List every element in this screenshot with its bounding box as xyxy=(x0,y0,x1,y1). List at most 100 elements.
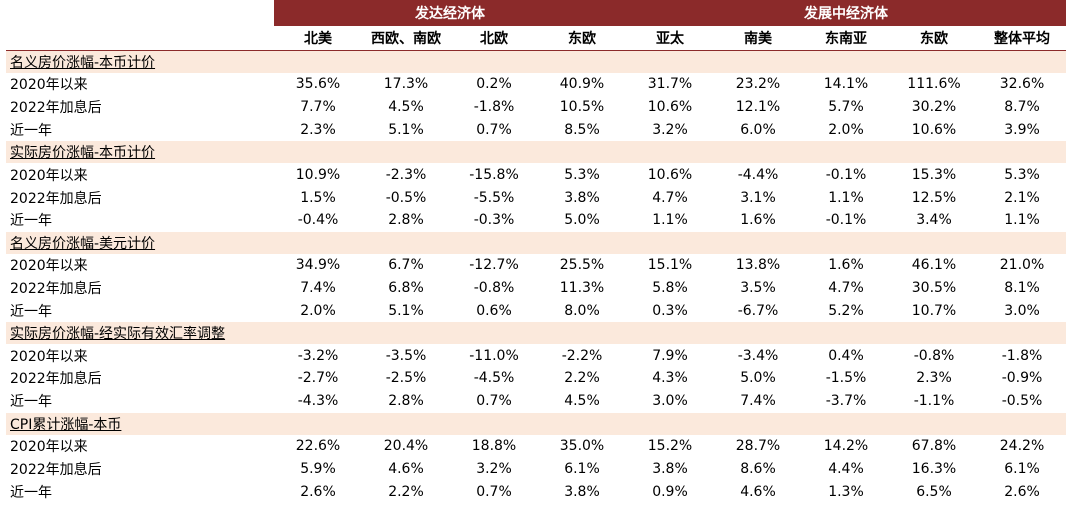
row-label: 近一年 xyxy=(10,122,52,139)
section-header-row: CPI累计涨幅-本币 xyxy=(6,412,1067,435)
section-title: 实际房价涨幅-本币计价 xyxy=(6,141,1067,164)
table-row: 2022年加息后 7.7% 4.5% -1.8% 10.5% 10.6% 12.1% 5.7%… xyxy=(6,96,1066,119)
table-cell: 7.4% xyxy=(740,393,776,410)
house-price-table: 发达经济体 发展中经济体 北美 西欧、南欧 北欧 东欧 亚太 南美 东南亚 东欧 整体平均 名义房价… xyxy=(6,0,1067,503)
table-row: 近一年 2.6% 2.2% 0.7% 3.8% 0.9% 4.6% 1.3% 6.5% 2.6% xyxy=(6,480,1066,503)
row-label: 近一年 xyxy=(10,213,52,230)
table-cell: 3.5% xyxy=(740,279,776,296)
table-cell: -3.7% xyxy=(825,393,867,410)
table-cell: 5.0% xyxy=(740,370,776,387)
column-header-row: 北美 西欧、南欧 北欧 东欧 亚太 南美 东南亚 东欧 整体平均 xyxy=(6,26,1067,51)
table-cell: 28.7% xyxy=(735,437,781,454)
table-cell: -4.3% xyxy=(297,393,339,410)
section-header-row: 实际房价涨幅-本币计价 xyxy=(6,141,1067,164)
table-cell: 8.0% xyxy=(564,302,600,319)
table-cell: 12.5% xyxy=(911,189,957,206)
section-title: 实际房价涨幅-经实际有效汇率调整 xyxy=(6,322,1067,345)
table-cell: -4.4% xyxy=(737,166,779,183)
table-row: 近一年 -4.3% 2.8% 0.7% 4.5% 3.0% 7.4% -3.7% -1.1% -0… xyxy=(6,390,1066,413)
table-row: 2022年加息后 -2.7% -2.5% -4.5% 2.2% 4.3% 5.0% -1.5%… xyxy=(6,367,1066,390)
table-cell: 35.0% xyxy=(559,437,605,454)
table-cell: 0.7% xyxy=(476,393,512,410)
table-cell: 10.6% xyxy=(647,166,693,183)
column-header: 东欧 xyxy=(538,26,626,51)
table-row: 2020年以来 35.6% 17.3% 0.2% 40.9% 31.7% 23.2% 14.1… xyxy=(6,73,1066,96)
section-title: CPI累计涨幅-本币 xyxy=(6,412,1067,435)
table-row: 近一年 -0.4% 2.8% -0.3% 5.0% 1.1% 1.6% -0.1% 3.4% 1.… xyxy=(6,209,1066,232)
table-row: 2020年以来 10.9% -2.3% -15.8% 5.3% 10.6% -4.4% -0.… xyxy=(6,163,1066,186)
table-cell: -2.5% xyxy=(385,370,427,387)
table-cell: 6.8% xyxy=(388,279,424,296)
table-cell: 3.8% xyxy=(564,483,600,500)
table-cell: -15.8% xyxy=(469,166,519,183)
table-cell: 4.7% xyxy=(828,279,864,296)
table-cell: 6.1% xyxy=(1004,460,1040,477)
row-label: 2022年加息后 xyxy=(10,190,102,207)
table-cell: -2.2% xyxy=(561,347,603,364)
group-header-blank xyxy=(6,0,274,26)
table-cell: 13.8% xyxy=(735,257,781,274)
table-cell: 1.1% xyxy=(1004,212,1040,229)
table-cell: 2.3% xyxy=(916,370,952,387)
row-label: 近一年 xyxy=(10,303,52,320)
row-label: 近一年 xyxy=(10,394,52,411)
table-cell: 0.3% xyxy=(652,302,688,319)
table-cell: 18.8% xyxy=(471,437,517,454)
table-cell: 2.8% xyxy=(388,393,424,410)
table-cell: 0.4% xyxy=(828,347,864,364)
table-cell: 12.1% xyxy=(735,99,781,116)
table-cell: 5.2% xyxy=(828,302,864,319)
table-cell: -0.4% xyxy=(297,212,339,229)
table-cell: 1.6% xyxy=(828,257,864,274)
table-cell: 3.0% xyxy=(1004,302,1040,319)
table-cell: 67.8% xyxy=(911,437,957,454)
table-cell: 17.3% xyxy=(383,76,429,93)
table-cell: 11.3% xyxy=(559,279,605,296)
table-cell: 2.8% xyxy=(388,212,424,229)
section-title: 名义房价涨幅-美元计价 xyxy=(6,231,1067,254)
table-cell: 0.9% xyxy=(652,483,688,500)
row-label: 2020年以来 xyxy=(10,348,88,365)
table-cell: 16.3% xyxy=(911,460,957,477)
group-header: 发展中经济体 xyxy=(626,0,1067,26)
table-cell: 8.5% xyxy=(564,121,600,138)
table-cell: 1.6% xyxy=(740,212,776,229)
table-cell: 24.2% xyxy=(999,437,1045,454)
table-cell: 21.0% xyxy=(999,257,1045,274)
row-label: 2022年加息后 xyxy=(10,371,102,388)
table-cell: 14.1% xyxy=(823,76,869,93)
table-cell: 5.8% xyxy=(652,279,688,296)
table-cell: 8.7% xyxy=(1004,99,1040,116)
table-cell: 7.7% xyxy=(300,99,336,116)
table-cell: 1.3% xyxy=(828,483,864,500)
table-cell: 5.1% xyxy=(388,302,424,319)
table-row: 2022年加息后 7.4% 6.8% -0.8% 11.3% 5.8% 3.5% 4.7% 30… xyxy=(6,277,1066,300)
row-label: 近一年 xyxy=(10,484,52,501)
table-cell: 5.7% xyxy=(828,99,864,116)
table-cell: 30.5% xyxy=(911,279,957,296)
column-header: 亚太 xyxy=(626,26,714,51)
table-cell: 10.6% xyxy=(911,121,957,138)
table-cell: 3.2% xyxy=(652,121,688,138)
table-cell: 10.9% xyxy=(295,166,341,183)
row-label: 2020年以来 xyxy=(10,167,88,184)
column-header: 整体平均 xyxy=(978,26,1067,51)
column-header-blank xyxy=(6,26,274,51)
table-cell: 4.6% xyxy=(388,460,424,477)
table-cell: 5.1% xyxy=(388,121,424,138)
table-row: 2022年加息后 5.9% 4.6% 3.2% 6.1% 3.8% 8.6% 4.4% 16.3… xyxy=(6,457,1066,480)
table-cell: 40.9% xyxy=(559,76,605,93)
row-label: 2022年加息后 xyxy=(10,461,102,478)
table-cell: 25.5% xyxy=(559,257,605,274)
table-cell: -1.8% xyxy=(473,99,515,116)
column-header: 北欧 xyxy=(450,26,538,51)
table-cell: 14.2% xyxy=(823,437,869,454)
table-cell: 7.4% xyxy=(300,279,336,296)
table-cell: 6.1% xyxy=(564,460,600,477)
table-cell: 5.0% xyxy=(564,212,600,229)
table-cell: 2.3% xyxy=(300,121,336,138)
row-label: 2020年以来 xyxy=(10,77,88,94)
table-cell: 2.0% xyxy=(300,302,336,319)
table-cell: -0.5% xyxy=(385,189,427,206)
table-cell: 4.5% xyxy=(564,393,600,410)
